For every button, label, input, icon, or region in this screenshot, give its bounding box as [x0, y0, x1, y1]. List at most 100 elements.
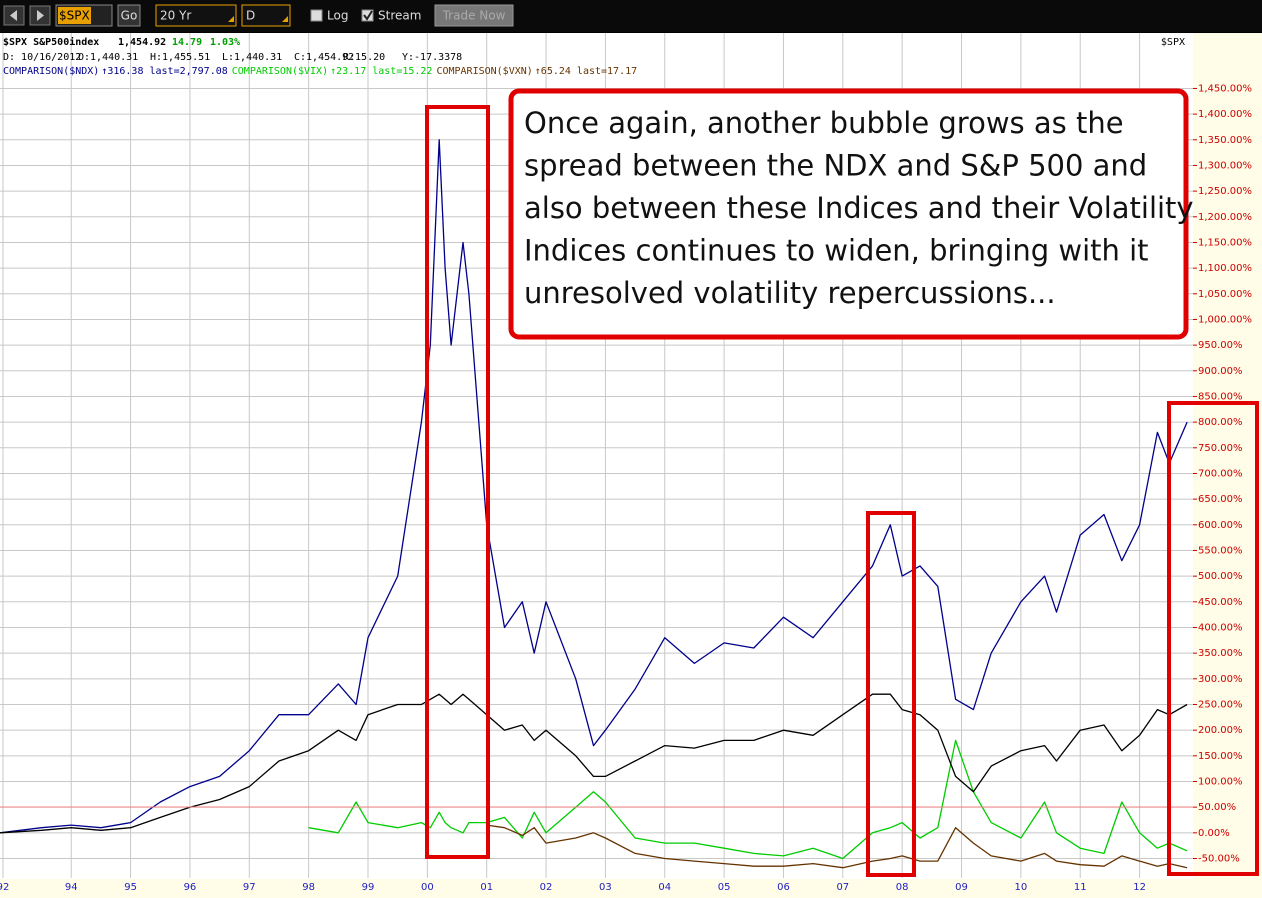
y-tick-label: 300.00%: [1198, 674, 1243, 685]
symbol-highlight: [58, 7, 91, 24]
series-line: [308, 739, 1188, 860]
log-checkbox[interactable]: [310, 9, 323, 22]
highlight-box: [425, 105, 490, 859]
header-low: L:1,440.31: [222, 52, 282, 63]
trade-text: Trade Now: [442, 9, 506, 23]
y-tick-label: 0.00%: [1198, 828, 1230, 839]
header-change-pct: 1.03%: [210, 37, 240, 48]
y-tick-label: 250.00%: [1198, 699, 1243, 710]
y-tick-label: 500.00%: [1198, 571, 1243, 582]
x-tick-label: 92: [0, 882, 9, 893]
y-axis-area: [1193, 33, 1262, 879]
series-line: [0, 139, 1188, 834]
x-tick-label: 99: [362, 882, 375, 893]
x-tick-label: 03: [599, 882, 612, 893]
interval-arrow: [282, 16, 288, 22]
annotation-line: Indices continues to widen, bringing wit…: [524, 234, 1149, 268]
series-line: [0, 693, 1188, 834]
log-label: Log: [327, 9, 348, 23]
interval-select[interactable]: [241, 4, 291, 27]
period-select[interactable]: [155, 4, 237, 27]
annotation-line: Once again, another bubble grows as the: [524, 106, 1124, 140]
x-tick-label: 01: [480, 882, 493, 893]
check-mark: [363, 10, 373, 21]
y-tick-label: 200.00%: [1198, 725, 1243, 736]
stream-checkbox[interactable]: [361, 9, 374, 22]
y-tick-label: 1,450.00%: [1198, 83, 1252, 94]
header-change: 14.79: [172, 37, 202, 48]
header-close: C:1,454.92: [294, 52, 354, 63]
period-arrow: [228, 16, 234, 22]
y-tick-label: 750.00%: [1198, 443, 1243, 454]
y-tick-label: 450.00%: [1198, 597, 1243, 608]
y-tick-label: 350.00%: [1198, 648, 1243, 659]
x-tick-label: 08: [896, 882, 909, 893]
y-tick-label: 1,100.00%: [1198, 263, 1252, 274]
x-tick-label: 11: [1074, 882, 1087, 893]
x-tick-label: 00: [421, 882, 434, 893]
annotation-line: unresolved volatility repercussions...: [524, 276, 1056, 310]
x-tick-label: 05: [718, 882, 731, 893]
x-tick-label: 07: [836, 882, 849, 893]
x-tick-label: 10: [1015, 882, 1028, 893]
y-tick-label: 600.00%: [1198, 520, 1243, 531]
annotation-line: spread between the NDX and S&P 500 and: [524, 149, 1147, 183]
y-tick-label: 1,200.00%: [1198, 212, 1252, 223]
x-tick-label: 94: [65, 882, 78, 893]
header-symbol: $SPX S&P500index: [3, 36, 99, 48]
y-tick-label: 1,250.00%: [1198, 186, 1252, 197]
header-high: H:1,455.51: [150, 52, 210, 63]
y-tick-label: 150.00%: [1198, 751, 1243, 762]
y-tick-label: -50.00%: [1198, 853, 1240, 864]
x-tick-label: 09: [955, 882, 968, 893]
x-tick-label: 02: [540, 882, 553, 893]
x-tick-label: 12: [1133, 882, 1146, 893]
y-tick-label: 1,350.00%: [1198, 135, 1252, 146]
y-tick-label: 1,050.00%: [1198, 289, 1252, 300]
header-y: Y:-17.3378: [402, 52, 462, 63]
y-tick-label: 100.00%: [1198, 776, 1243, 787]
symbol-text: $SPX: [59, 9, 90, 23]
legend-name: COMPARISON($VXN): [436, 66, 532, 77]
x-tick-label: 06: [777, 882, 790, 893]
x-tick-label: 95: [124, 882, 137, 893]
y-tick-label: 1,400.00%: [1198, 109, 1252, 120]
x-tick-label: 04: [658, 882, 671, 893]
legend-name: COMPARISON($NDX): [3, 66, 99, 77]
header-last: 1,454.92: [118, 37, 166, 48]
legend-name: COMPARISON($VIX): [232, 66, 328, 77]
header-date: D: 10/16/2012: [3, 52, 81, 63]
header-open: O:1,440.31: [78, 52, 138, 63]
y-tick-label: 850.00%: [1198, 391, 1243, 402]
x-tick-label: 96: [184, 882, 197, 893]
highlight-box: [866, 511, 916, 877]
legend-name: $SPX: [1161, 37, 1185, 48]
y-tick-label: 950.00%: [1198, 340, 1243, 351]
x-tick-label: 97: [243, 882, 256, 893]
y-tick-label: 1,300.00%: [1198, 160, 1252, 171]
y-tick-label: 800.00%: [1198, 417, 1243, 428]
trade-button[interactable]: [434, 4, 514, 27]
stream-label: Stream: [378, 9, 421, 23]
y-tick-label: 700.00%: [1198, 468, 1243, 479]
callout-box: [508, 88, 1189, 340]
y-tick-label: 400.00%: [1198, 622, 1243, 633]
legend-details: ↑23.17 last=15.22: [330, 66, 432, 77]
annotation-line: also between these Indices and their Vol…: [524, 191, 1194, 225]
x-axis-area: [0, 879, 1262, 898]
y-tick-label: 550.00%: [1198, 545, 1243, 556]
legend-details: ↑316.38 last=2,797.08: [101, 66, 227, 77]
go-button[interactable]: [117, 4, 141, 27]
go-text: Go: [121, 9, 138, 23]
forward-icon: [37, 10, 44, 21]
y-tick-label: 1,000.00%: [1198, 314, 1252, 325]
y-tick-label: 1,150.00%: [1198, 237, 1252, 248]
highlight-box: [1167, 401, 1259, 876]
legend-details: ↑65.24 last=17.17: [535, 66, 637, 77]
header-r: R:15.20: [343, 52, 385, 63]
interval-text: D: [246, 9, 255, 23]
period-text: 20 Yr: [160, 9, 191, 23]
series-line: [486, 824, 1188, 869]
back-icon: [10, 10, 17, 21]
